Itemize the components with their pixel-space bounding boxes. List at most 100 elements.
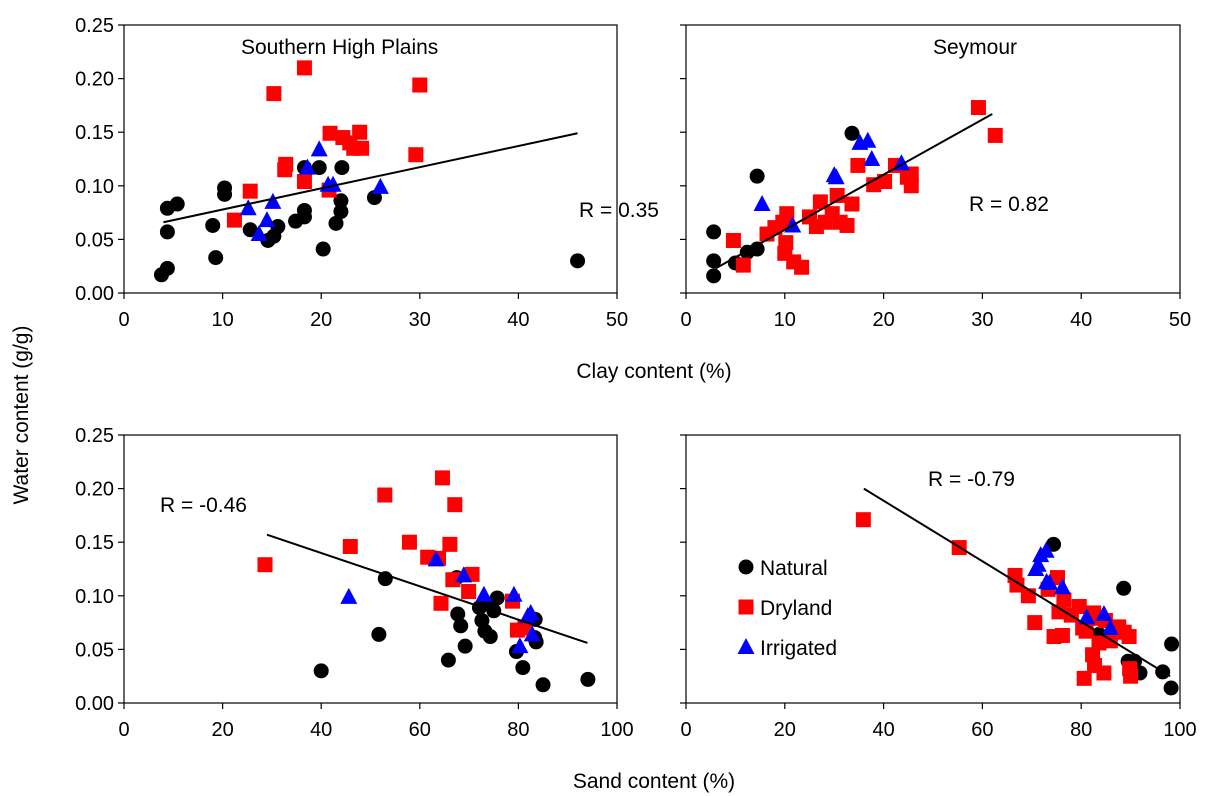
legend-label-natural: Natural — [760, 557, 828, 580]
plot-frame — [685, 24, 1181, 294]
dryland-point — [296, 174, 312, 190]
plot-frame — [123, 24, 618, 294]
natural-point — [242, 222, 258, 238]
x-tick-label: 100 — [1163, 719, 1196, 741]
y-tick-label: 0.15 — [75, 122, 114, 144]
dryland-point — [839, 217, 855, 233]
regression-line — [163, 132, 578, 224]
scatter-panel-2: 0 10 20 30 40 50 Seymour R = 0.82 — [680, 24, 1191, 331]
dryland-point — [445, 572, 461, 588]
natural-point — [371, 626, 387, 642]
x-tick-label: 20 — [310, 309, 332, 331]
x-tick-label: 20 — [774, 719, 796, 741]
y-tick-label: 0.05 — [75, 639, 114, 661]
natural-point — [1046, 536, 1062, 552]
natural-point — [333, 204, 349, 220]
irrigated-point — [827, 168, 845, 185]
x-tick-label: 20 — [872, 309, 894, 331]
dryland-point — [322, 125, 338, 141]
dryland-point — [401, 534, 417, 550]
irrigated-point — [1037, 541, 1055, 558]
natural-point — [482, 629, 498, 645]
dryland-point — [794, 259, 810, 275]
dryland-point — [1056, 592, 1072, 608]
irrigated-point — [1053, 578, 1071, 595]
natural-point — [580, 671, 596, 687]
dryland-point — [1096, 665, 1112, 681]
correlation-label: R = -0.46 — [160, 494, 247, 517]
dryland-point — [408, 147, 424, 163]
dryland-point — [1071, 599, 1087, 615]
dryland-point — [517, 620, 533, 636]
irrigated-point — [863, 150, 881, 166]
x-tick-label: 60 — [409, 719, 431, 741]
irrigated-point — [258, 211, 276, 228]
x-tick-label: 40 — [1070, 309, 1092, 331]
dryland-point — [1051, 604, 1067, 620]
natural-point — [570, 253, 586, 269]
dryland-point — [850, 157, 866, 173]
x-tick-label: 10 — [211, 309, 233, 331]
irrigated-point — [1041, 573, 1059, 590]
natural-point — [706, 268, 722, 284]
natural-point — [706, 253, 722, 269]
dryland-point — [296, 60, 312, 76]
dryland-point — [987, 127, 1003, 143]
irrigated-point — [340, 587, 358, 604]
natural-point — [457, 638, 473, 654]
natural-point — [333, 193, 349, 209]
dryland-point — [970, 100, 986, 116]
natural-point — [205, 217, 221, 233]
natural-point — [749, 241, 765, 257]
dryland-point — [812, 194, 828, 210]
irrigated-point — [1078, 608, 1096, 625]
y-tick-label: 0.00 — [75, 283, 114, 305]
irrigated-point — [522, 603, 540, 620]
plot-frame — [685, 434, 1181, 704]
dryland-point — [1009, 577, 1025, 593]
y-tick-label: 0.10 — [75, 176, 114, 198]
natural-point — [489, 590, 505, 606]
y-tick-label: 0.20 — [75, 479, 114, 501]
scatter-panel-3: 0.00 0.05 0.10 0.15 0.20 0.25 0 20 40 60 80 100 R = … — [75, 425, 634, 741]
irrigated-point — [310, 140, 328, 157]
plot-frame — [123, 434, 618, 704]
y-tick-label: 0.20 — [75, 69, 114, 91]
panel-title: Seymour — [933, 36, 1017, 59]
legend-marker-irrigated — [737, 638, 755, 654]
dryland-point — [447, 497, 463, 513]
irrigated-point — [239, 199, 257, 216]
natural-point — [270, 219, 286, 235]
scatter-panel-4: 0 20 40 60 80 100 R = -0.79 Natural Dryland Irrig… — [680, 434, 1197, 741]
panel-title: Southern High Plains — [241, 36, 438, 59]
y-tick-label: 0.05 — [75, 229, 114, 251]
x-tick-label: 50 — [1169, 309, 1191, 331]
natural-point — [844, 125, 860, 141]
natural-point — [749, 168, 765, 184]
dryland-point — [433, 595, 449, 611]
x-tick-label: 30 — [971, 309, 993, 331]
dryland-point — [877, 174, 893, 190]
x-tick-label: 0 — [680, 309, 691, 331]
dryland-point — [434, 470, 450, 486]
dryland-point — [352, 124, 368, 140]
x-axis-title-clay: Clay content (%) — [576, 360, 731, 383]
irrigated-point — [264, 192, 282, 209]
x-axis-title-sand: Sand content (%) — [573, 770, 735, 793]
y-tick-label: 0.15 — [75, 532, 114, 554]
irrigated-point — [1101, 618, 1119, 635]
irrigated-point — [859, 131, 877, 148]
correlation-label: R = 0.35 — [579, 199, 659, 222]
natural-point — [311, 160, 327, 176]
irrigated-point — [371, 177, 389, 194]
irrigated-point — [505, 585, 523, 602]
irrigated-point — [298, 158, 316, 175]
natural-point — [1164, 636, 1180, 652]
irrigated-point — [523, 625, 541, 642]
irrigated-point — [427, 550, 445, 567]
dryland-point — [461, 584, 477, 600]
x-tick-label: 100 — [600, 719, 633, 741]
dryland-point — [1091, 635, 1107, 651]
x-tick-label: 60 — [971, 719, 993, 741]
